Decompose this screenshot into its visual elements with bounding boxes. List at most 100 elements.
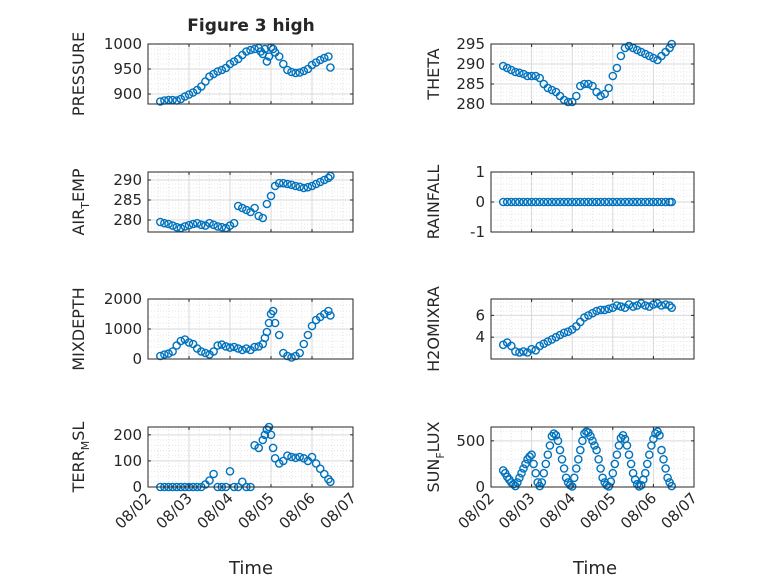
air_temp-data-point [184, 220, 194, 230]
terr_msl-y-tick-label: 100 [113, 452, 142, 470]
rainfall-data-point [531, 197, 541, 207]
rainfall-data-point [547, 197, 557, 207]
terr_msl-data-point [283, 451, 292, 461]
air_temp-data-point [172, 222, 181, 232]
air_temp-data-point [262, 199, 272, 209]
terr_msl-data-point [268, 443, 278, 453]
terr_msl-data-point [315, 464, 325, 474]
h2omixra-data-point [555, 330, 565, 340]
terr_msl-data-point [278, 456, 288, 466]
mixdepth-data-point [217, 340, 227, 349]
sun_flux-data-point [641, 468, 650, 478]
theta-data-point [527, 71, 536, 81]
panel-mixdepth: 0 1000 2000 MIXDEPTH [69, 287, 354, 371]
sun_flux-data-point [590, 441, 599, 450]
h2omixra-data-point [624, 300, 634, 309]
theta-data-point [588, 81, 597, 91]
air_temp-data-point [229, 218, 239, 228]
rainfall-data-point [511, 197, 520, 207]
sun_flux-data-point [630, 475, 640, 484]
rainfall-data-point [572, 197, 581, 207]
h2omixra-data-point [515, 348, 524, 357]
theta-data-point [535, 73, 545, 83]
rainfall-data-point [588, 197, 597, 207]
rainfall-data-point [567, 197, 577, 207]
sun_flux-data-point [525, 452, 534, 461]
theta-data-point [502, 63, 512, 73]
sun_flux-y-tick-label: 0 [475, 478, 485, 496]
theta-data-point [584, 79, 593, 89]
air_temp-data-point [315, 177, 325, 187]
theta-data-point [608, 71, 618, 81]
sun_flux-data-point [612, 450, 622, 460]
air_temp-data-point [278, 178, 288, 188]
sun_flux-data-point [624, 450, 634, 460]
rainfall-data-point [628, 197, 638, 207]
terr_msl-data-point [270, 453, 280, 463]
sun_flux-data-point [553, 436, 563, 446]
air_temp-data-point [160, 218, 169, 228]
h2omixra-data-point [519, 347, 528, 356]
theta-data-point [612, 63, 622, 73]
sun_flux-data-point [517, 468, 526, 478]
air_temp-data-point [155, 217, 165, 227]
sun_flux-data-point [608, 468, 618, 478]
theta-data-point [506, 65, 516, 75]
terr_msl-x-tick-label: 08/05 [235, 489, 278, 532]
rainfall-data-point [527, 197, 536, 207]
terr_msl-data-point [319, 469, 329, 479]
sun_flux-data-point [596, 464, 605, 473]
rainfall-data-point [600, 197, 610, 207]
sun_flux-data-point [569, 473, 579, 483]
sun_flux-data-point [531, 468, 541, 478]
rainfall-data-point [624, 197, 634, 207]
rainfall-data-point [498, 197, 508, 207]
sun_flux-data-point [606, 477, 616, 486]
sun_flux-data-point [541, 459, 551, 469]
sun_flux-data-point [622, 441, 632, 450]
h2omixra-y-axis-label: H2OMIXRA [424, 286, 443, 372]
pressure-data-point [319, 53, 329, 63]
mixdepth-data-point [229, 342, 239, 352]
sun_flux-data-point [632, 479, 642, 489]
rainfall-y-tick-label: 1 [475, 163, 485, 181]
sun_flux-data-point [659, 454, 668, 464]
h2omixra-data-point [584, 311, 593, 320]
sun_flux-data-point [555, 445, 565, 455]
air_temp-data-point [237, 203, 247, 213]
mixdepth-data-point [225, 343, 235, 352]
rainfall-data-point [551, 197, 561, 207]
theta-y-tick-label: 285 [456, 75, 485, 93]
theta-data-point [580, 79, 589, 89]
mixdepth-data-point [268, 306, 278, 316]
rainfall-data-point [653, 197, 662, 207]
rainfall-data-point [535, 197, 545, 207]
pressure-data-point [299, 66, 309, 76]
theta-data-point [596, 91, 605, 101]
air_temp-data-point [254, 211, 264, 221]
h2omixra-data-point [588, 308, 597, 318]
rainfall-data-point [636, 197, 646, 207]
air_temp-data-point [196, 220, 206, 230]
pressure-axes-box [147, 43, 354, 105]
sun_flux-data-point [657, 445, 666, 455]
air_temp-data-point [205, 218, 214, 228]
mixdepth-data-point [303, 330, 313, 340]
h2omixra-y-tick-label: 6 [475, 306, 485, 324]
air_temp-data-point [250, 203, 259, 213]
rainfall-data-point [612, 197, 622, 207]
air_temp-data-point [303, 182, 313, 192]
mixdepth-data-point [213, 341, 222, 350]
sun_flux-data-point [643, 459, 652, 469]
mixdepth-data-point [196, 347, 206, 356]
mixdepth-data-point [264, 318, 274, 328]
h2omixra-data-point [657, 301, 666, 310]
rainfall-data-point [616, 197, 626, 207]
mixdepth-data-point [176, 336, 186, 346]
panel-theta: 280 285 290 295 THETA [424, 35, 695, 113]
mixdepth-data-point [160, 350, 169, 359]
sun_flux-data-point [537, 478, 547, 487]
air_temp-data-point [164, 219, 173, 229]
sun_flux-x-tick-label: 08/04 [536, 489, 579, 532]
